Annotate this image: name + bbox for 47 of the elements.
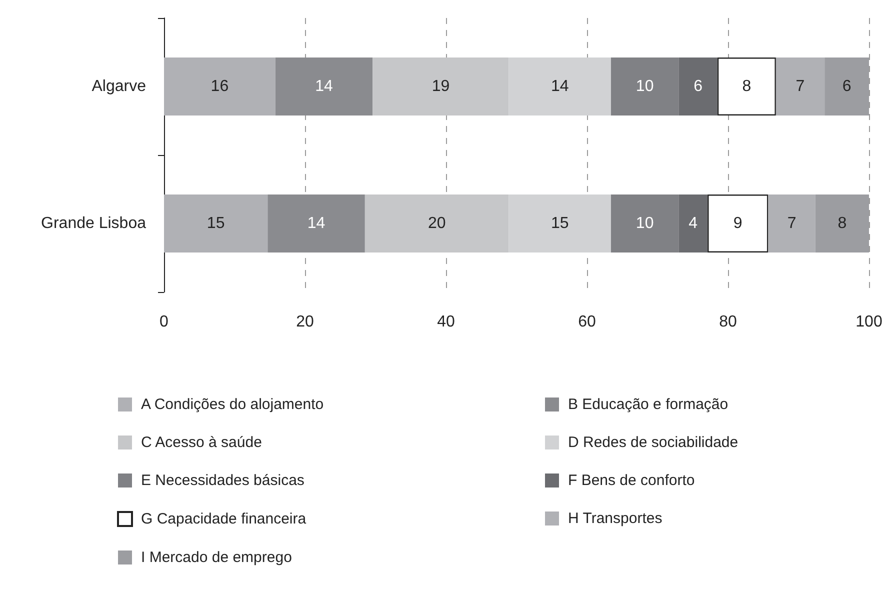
legend-label: A Condições do alojamento	[141, 396, 324, 413]
data-label: 7	[787, 215, 796, 232]
data-label: 20	[428, 215, 446, 232]
data-label: 10	[636, 215, 654, 232]
x-tick-label: 40	[437, 314, 455, 330]
bar	[164, 58, 276, 116]
bar	[275, 58, 373, 116]
data-label: 14	[550, 78, 569, 95]
data-label: 6	[694, 78, 703, 95]
data-label: 16	[210, 78, 229, 95]
bar	[708, 194, 768, 252]
data-label: 15	[206, 215, 225, 232]
legend-label: D Redes de sociabilidade	[568, 434, 738, 451]
legend-label: F Bens de conforto	[568, 472, 695, 489]
x-tick-label: 20	[296, 314, 314, 330]
y-tick-label: Algarve	[92, 78, 146, 95]
legend-label: H Transportes	[568, 510, 662, 527]
data-label: 10	[636, 78, 654, 95]
data-label: 15	[550, 215, 569, 232]
legend-label: B Educação e formação	[568, 396, 728, 413]
data-label: 14	[315, 78, 334, 95]
data-label: 7	[796, 78, 805, 95]
legend-label: I Mercado de emprego	[141, 549, 292, 566]
bar	[678, 194, 708, 252]
bar	[678, 58, 718, 116]
data-label: 4	[688, 215, 698, 232]
bar	[768, 194, 816, 252]
bar	[268, 194, 365, 252]
data-label: 8	[838, 215, 847, 232]
data-label: 19	[432, 78, 450, 95]
data-label: 9	[733, 215, 742, 232]
x-tick-label: 80	[719, 314, 737, 330]
data-label: 6	[842, 78, 852, 95]
bar	[164, 194, 268, 252]
data-label: 8	[742, 78, 752, 95]
bar	[776, 58, 825, 116]
y-tick-label: Grande Lisboa	[41, 215, 146, 232]
x-tick-label: 0	[160, 314, 169, 330]
data-label: 14	[307, 215, 326, 232]
bar	[610, 58, 679, 116]
legend-label: C Acesso à saúde	[141, 434, 262, 451]
legend-label: G Capacidade financeira	[141, 510, 307, 528]
bar	[610, 194, 679, 252]
x-tick-label: 100	[856, 314, 882, 330]
legend-label: E Necessidades básicas	[141, 472, 304, 489]
bar	[717, 58, 776, 116]
x-tick-label: 60	[578, 314, 596, 330]
